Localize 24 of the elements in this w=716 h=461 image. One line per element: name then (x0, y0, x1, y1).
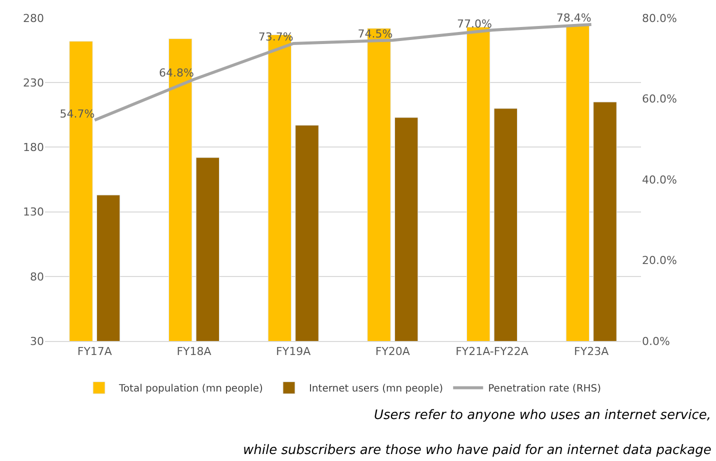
text: while subscribers are those who have paid for an internet data package (243, 443, 712, 458)
y-tick-label: 30 (30, 334, 44, 348)
y2-tick-label: 40.0% (642, 173, 677, 186)
y2-tick-label: 0.0% (642, 334, 670, 348)
y-tick-label: 230 (23, 76, 44, 90)
data-label: 78.4% (556, 12, 592, 25)
y-tick-label: 280 (23, 12, 44, 25)
y-tick-label: 130 (23, 206, 44, 219)
x-tick-label: FY18A (176, 345, 212, 358)
text: Users refer to anyone who uses an internet service, (374, 408, 712, 423)
x-tick-label: FY23A (574, 345, 610, 358)
x-tick-label: FY20A (375, 345, 410, 358)
legend-label: Internet users (mn people) (308, 384, 444, 395)
legend-label: Total population (mn people) (118, 384, 263, 395)
x-tick-label: FY17A (77, 345, 112, 358)
y2-tick-label: 20.0% (642, 254, 677, 268)
y2-tick-label: 60.0% (642, 92, 677, 106)
y-tick-label: 180 (23, 141, 44, 154)
x-tick-label: FY19A (276, 345, 312, 358)
y2-tick-label: 80.0% (642, 12, 677, 25)
y-tick-label: 80 (30, 270, 44, 284)
x-tick-label: FY21A-FY22A (456, 345, 529, 358)
data-label: 77.0% (457, 17, 492, 30)
legend-label: Penetration rate (RHS) (488, 384, 602, 395)
